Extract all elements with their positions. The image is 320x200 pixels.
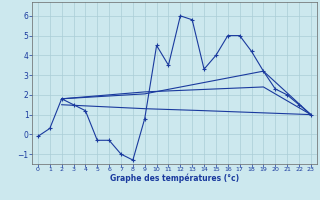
X-axis label: Graphe des températures (°c): Graphe des températures (°c) [110,174,239,183]
